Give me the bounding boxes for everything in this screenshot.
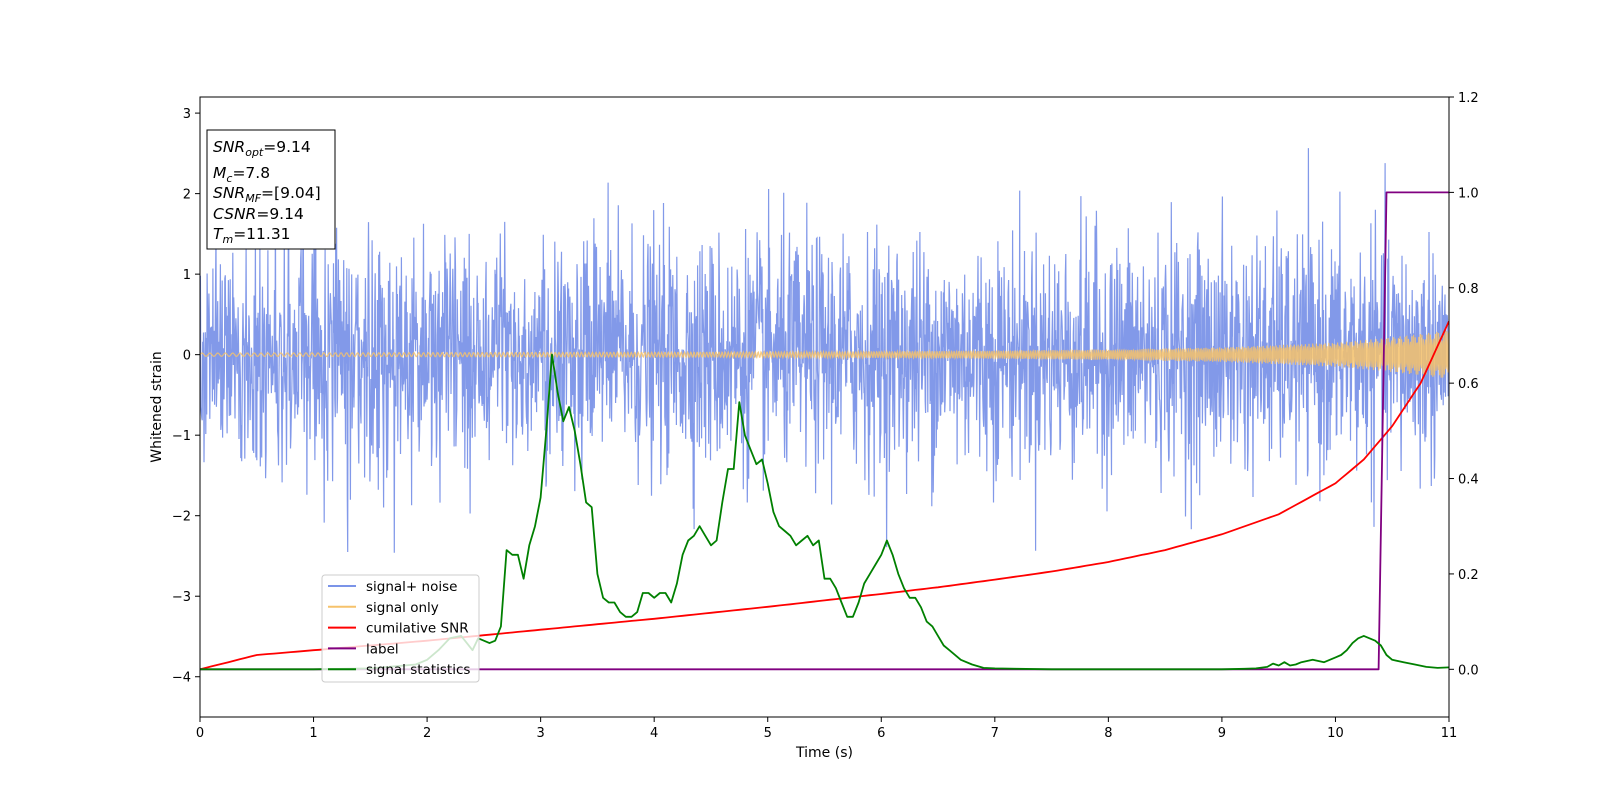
y-left-tick-label: 0 [183, 349, 191, 364]
x-tick-label: 7 [991, 726, 999, 741]
stats-value: =7.8 [232, 164, 270, 182]
series-label-line [200, 191, 1449, 671]
stats-value: =[9.04] [261, 184, 321, 202]
legend-entry-label: signal statistics [366, 662, 470, 678]
x-tick-label: 6 [877, 726, 885, 741]
stats-subscript: MF [245, 192, 261, 205]
plot-frame [199, 96, 1450, 718]
series-signal-noise-line [200, 148, 1449, 553]
x-tick-label: 3 [536, 726, 544, 741]
stats-value: =9.14 [263, 138, 311, 156]
y-right-tick-label: 0.4 [1458, 473, 1479, 488]
y-left-tick-label: −1 [172, 429, 191, 444]
stats-box: SNRopt=9.14Mc=7.8SNRMF=[9.04]CSNR=9.14Tm… [206, 129, 336, 250]
stats-name: SNR [213, 184, 245, 202]
stats-line: SNRopt=9.14 [213, 138, 311, 159]
stats-line: SNRMF=[9.04] [213, 184, 321, 205]
y-right-tick-label: 1.2 [1458, 91, 1479, 106]
y-left-tick-label: −2 [172, 510, 191, 525]
axes-ticks: 0 1 2 3 4 5 6 7 8 9 10 11 −4 −3 −2 −1 0 1 2 3 0.0 0.2 0.4 0.6 0.… [172, 91, 1479, 741]
stats-name: M [213, 164, 226, 182]
x-tick-label: 9 [1218, 726, 1226, 741]
x-tick-label: 4 [650, 726, 658, 741]
x-axis-label: Time (s) [795, 745, 853, 761]
y-left-tick-label: −3 [172, 590, 191, 605]
stats-line: Tm=11.31 [213, 225, 291, 246]
y-axis-label-left: Whitened strain [149, 351, 165, 462]
legend-entry-label: signal+ noise [366, 579, 457, 595]
stats-name: T [213, 225, 224, 243]
stats-line: CSNR=9.14 [213, 205, 304, 223]
y-left-tick-label: 1 [183, 268, 191, 283]
legend-entry-label: signal only [366, 600, 439, 616]
x-tick-label: 8 [1104, 726, 1112, 741]
series-signal-statistics-line [200, 353, 1449, 671]
y-right-tick-label: 0.6 [1458, 377, 1479, 392]
y-right-tick-label: 0.2 [1458, 568, 1479, 583]
legend-entry-label: label [366, 641, 399, 657]
legend-entry-label: cumilative SNR [366, 621, 469, 637]
legend-frame [321, 574, 480, 683]
stats-name: SNR [213, 138, 245, 156]
x-tick-label: 1 [309, 726, 317, 741]
x-tick-label: 10 [1327, 726, 1344, 741]
stats-value: =9.14 [256, 205, 304, 223]
series-signal-only-line [200, 330, 1449, 378]
y-left-tick-label: 3 [183, 107, 191, 122]
legend: signal+ noise signal only cumilative SNR la… [321, 574, 480, 683]
x-tick-label: 11 [1441, 726, 1458, 741]
y-left-tick-label: 2 [183, 188, 191, 203]
x-tick-label: 2 [423, 726, 431, 741]
x-tick-label: 0 [196, 726, 204, 741]
stats-value: =11.31 [233, 225, 290, 243]
stats-line: Mc=7.8 [213, 164, 270, 185]
y-right-tick-label: 0.0 [1458, 663, 1479, 678]
stats-subscript: m [222, 233, 233, 246]
x-tick-label: 5 [764, 726, 772, 741]
stats-box-frame [206, 129, 336, 250]
y-left-tick-label: −4 [172, 671, 191, 686]
y-right-tick-label: 0.8 [1458, 282, 1479, 297]
stats-subscript: opt [245, 146, 264, 159]
stats-name: CSNR [213, 205, 256, 223]
y-right-tick-label: 1.0 [1458, 186, 1479, 201]
stats-subscript: c [226, 172, 232, 185]
